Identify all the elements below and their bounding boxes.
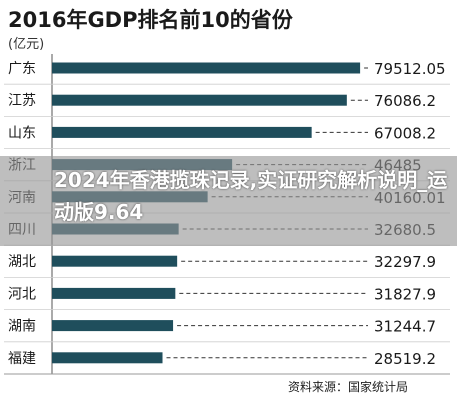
category-label: 福建 xyxy=(8,351,36,367)
bar xyxy=(52,255,178,267)
chart-title: 2016年GDP排名前10的省份 xyxy=(8,8,293,32)
bar xyxy=(52,352,163,364)
bar xyxy=(52,287,176,299)
category-label: 湖北 xyxy=(8,254,36,270)
unit-label: (亿元) xyxy=(8,37,45,52)
value-label: 76086.2 xyxy=(374,92,436,110)
watermark-overlay: 2024年香港揽珠记录,实证研究解析说明_运动版9.64 xyxy=(0,156,457,246)
value-label: 32297.9 xyxy=(374,253,436,271)
category-label: 河北 xyxy=(8,286,36,302)
bar xyxy=(52,126,312,138)
category-label: 山东 xyxy=(8,125,36,141)
overlay-text: 2024年香港揽珠记录,实证研究解析说明_运动版9.64 xyxy=(54,168,448,224)
bar xyxy=(52,62,361,74)
bar xyxy=(52,320,174,332)
value-label: 28519.2 xyxy=(374,350,436,368)
value-label: 31244.7 xyxy=(374,318,436,336)
category-label: 湖南 xyxy=(8,319,36,335)
bar xyxy=(52,94,347,106)
value-label: 31827.9 xyxy=(374,285,436,303)
source-note: 资料来源：国家统计局 xyxy=(288,380,409,394)
value-label: 79512.05 xyxy=(374,60,446,78)
value-label: 67008.2 xyxy=(374,124,436,142)
category-label: 江苏 xyxy=(8,93,36,109)
category-label: 广东 xyxy=(8,61,36,77)
